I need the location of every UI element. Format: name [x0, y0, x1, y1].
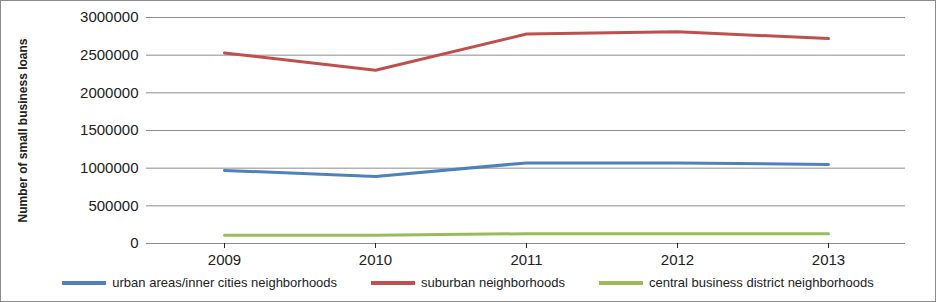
svg-text:1500000: 1500000	[80, 121, 138, 138]
html-text:urban areas/inner cities neigh: urban areas/inner cities neighborhoods	[112, 275, 338, 290]
svg-text:3000000: 3000000	[80, 8, 138, 25]
svg-text:2012: 2012	[661, 251, 694, 268]
svg-text:2500000: 2500000	[80, 46, 138, 63]
svg-text:2009: 2009	[208, 251, 241, 268]
svg-text:500000: 500000	[88, 197, 138, 214]
svg-text:2000000: 2000000	[80, 84, 138, 101]
html-text:central business district neig: central business district neighborhoods	[648, 275, 874, 290]
svg-text:2010: 2010	[359, 251, 392, 268]
svg-text:2011: 2011	[510, 251, 542, 268]
svg-text:1000000: 1000000	[80, 159, 138, 176]
html-text:suburban neighborhoods: suburban neighborhoods	[421, 275, 565, 290]
svg-text:Number of small business loans: Number of small business loans	[16, 38, 30, 222]
svg-text:0: 0	[130, 234, 138, 251]
svg-text:2013: 2013	[812, 251, 845, 268]
